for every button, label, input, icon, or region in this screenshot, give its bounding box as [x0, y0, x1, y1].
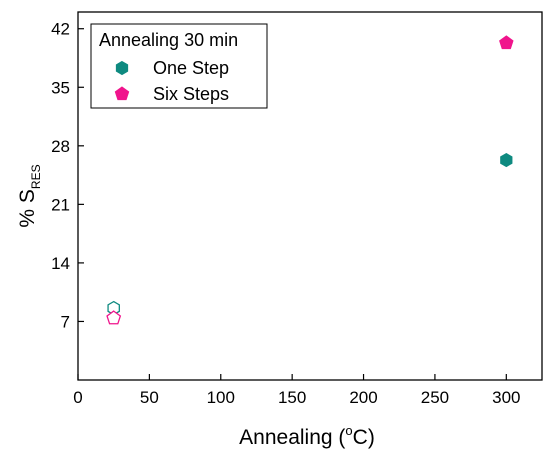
- legend-marker-icon: [115, 60, 129, 76]
- y-tick-label: 7: [61, 312, 70, 331]
- y-axis-title: % SRES: [16, 164, 43, 227]
- legend-marker-six-steps: [114, 86, 130, 101]
- y-tick-label: 35: [51, 78, 70, 97]
- data-point-one-step: [500, 152, 513, 168]
- y-tick-label: 42: [51, 20, 70, 39]
- y-tick-label: 21: [51, 195, 70, 214]
- x-tick-label: 0: [73, 388, 82, 407]
- y-tick-label: 28: [51, 137, 70, 156]
- x-axis-title-suffix: C): [353, 426, 375, 449]
- data-points: [106, 35, 514, 325]
- legend-marker-one-step: [115, 60, 129, 76]
- x-axis-title: Annealing (oC): [239, 423, 375, 449]
- x-tick-label: 200: [349, 388, 377, 407]
- legend-title: Annealing 30 min: [99, 30, 238, 50]
- y-tick-label: 14: [51, 254, 70, 273]
- x-tick-label: 50: [140, 388, 159, 407]
- legend: Annealing 30 min One Step Six Steps: [90, 23, 268, 109]
- y-axis-title-subscript: RES: [29, 164, 43, 189]
- y-axis-title-prefix: % S: [16, 189, 39, 228]
- x-tick-label: 250: [421, 388, 449, 407]
- x-tick-label: 300: [492, 388, 520, 407]
- data-point-six-steps: [106, 310, 122, 325]
- x-axis-ticks: 0 50 100 150 200 250 300: [73, 374, 520, 407]
- legend-marker-icon: [114, 86, 130, 101]
- x-tick-label: 100: [207, 388, 235, 407]
- data-point-six-steps: [499, 35, 514, 50]
- legend-label-one-step: One Step: [153, 58, 229, 78]
- x-axis-title-superscript: o: [345, 423, 352, 438]
- y-axis-ticks: 7 14 21 28 35 42: [51, 20, 84, 331]
- x-axis-title-prefix: Annealing (: [239, 426, 345, 449]
- x-tick-label: 150: [278, 388, 306, 407]
- legend-label-six-steps: Six Steps: [153, 84, 229, 104]
- plot-frame: [77, 11, 543, 381]
